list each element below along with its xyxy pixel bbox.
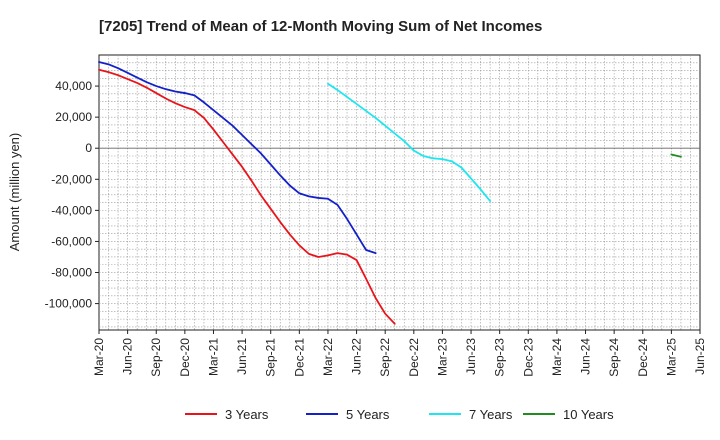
x-tick-label: Mar-24 [550,338,564,376]
y-tick-label: 20,000 [55,110,92,124]
x-axis: Mar-20 Jun-20 Sep-20 Dec-20 Mar-21 Jun-21 Sep-… [92,330,707,377]
x-tick-label: Mar-23 [435,338,449,376]
x-tick-label: Mar-25 [664,338,678,376]
y-tick-label: -40,000 [51,203,92,217]
y-tick-label: -60,000 [51,234,92,248]
x-tick-label: Mar-20 [92,338,106,376]
y-tick-label: 0 [85,141,92,155]
series-line-10-years [670,153,682,158]
legend-label: 10 Years [563,407,614,422]
series-line-5-years [98,61,377,254]
y-axis-label: Amount (million yen) [7,133,22,252]
legend-label: 7 Years [469,407,513,422]
x-tick-label: Sep-22 [378,338,392,377]
x-tick-label: Jun-23 [464,338,478,375]
x-tick-label: Jun-25 [693,338,707,375]
plot-area [98,54,701,331]
x-tick-label: Dec-22 [407,338,421,377]
x-tick-label: Dec-24 [636,338,650,377]
y-tick-label: 40,000 [55,79,92,93]
x-tick-label: Jun-21 [235,338,249,375]
series-line-7-years [327,82,492,202]
x-tick-label: Sep-20 [149,338,163,377]
x-tick-label: Sep-24 [607,338,621,377]
legend-label: 5 Years [346,407,390,422]
x-tick-label: Jun-24 [579,338,593,375]
x-tick-label: Jun-22 [350,338,364,375]
x-tick-label: Sep-23 [493,338,507,377]
y-tick-label: -20,000 [51,172,92,186]
legend: 3 Years 5 Years 7 Years 10 Years [185,407,614,422]
series-line-3-years [98,68,396,325]
x-tick-label: Jun-20 [121,338,135,375]
chart-title: [7205] Trend of Mean of 12-Month Moving … [99,18,542,35]
y-tick-label: -100,000 [45,297,93,311]
x-tick-label: Sep-21 [264,338,278,377]
x-tick-label: Mar-22 [321,338,335,376]
x-tick-label: Dec-20 [178,338,192,377]
x-tick-label: Mar-21 [206,338,220,376]
minor-grid [99,55,700,330]
y-axis: 40,000 20,000 0 -20,000 -40,000 -60,000 -80,00… [45,79,99,311]
legend-label: 3 Years [225,407,269,422]
series-layer [98,61,682,325]
x-tick-label: Dec-23 [521,338,535,377]
x-tick-label: Dec-21 [292,338,306,377]
y-tick-label: -80,000 [51,266,92,280]
